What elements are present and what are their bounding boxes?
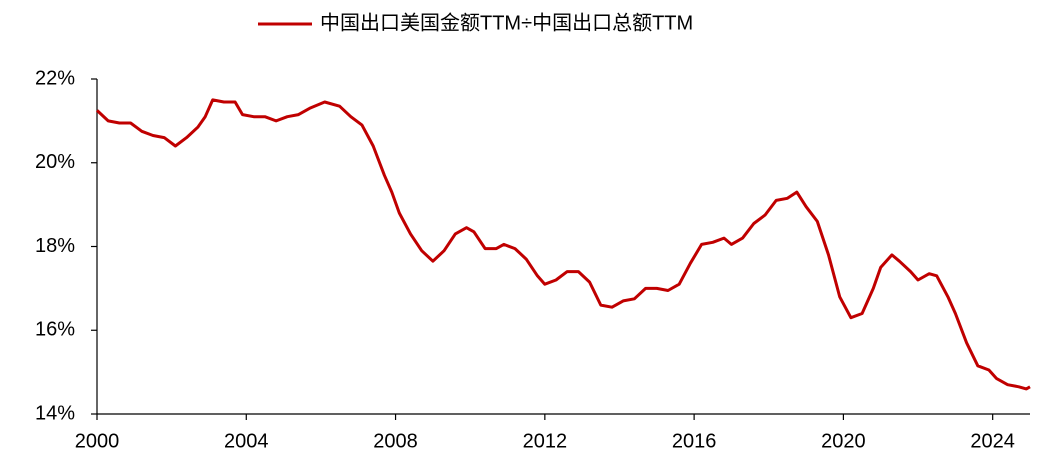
y-tick-label: 18% [35, 235, 75, 257]
y-tick-label: 22% [35, 67, 75, 89]
x-tick-label: 2024 [970, 430, 1015, 452]
x-tick-label: 2004 [224, 430, 269, 452]
x-tick-label: 2008 [373, 430, 418, 452]
y-tick-label: 14% [35, 402, 75, 424]
x-tick-label: 2016 [672, 430, 717, 452]
x-tick-label: 2012 [523, 430, 568, 452]
x-tick-label: 2000 [75, 430, 120, 452]
x-tick-label: 2020 [821, 430, 866, 452]
y-tick-label: 20% [35, 151, 75, 173]
legend-label: 中国出口美国金额TTM÷中国出口总额TTM [320, 11, 693, 34]
data-line [95, 98, 1031, 391]
y-tick-label: 16% [35, 319, 75, 341]
